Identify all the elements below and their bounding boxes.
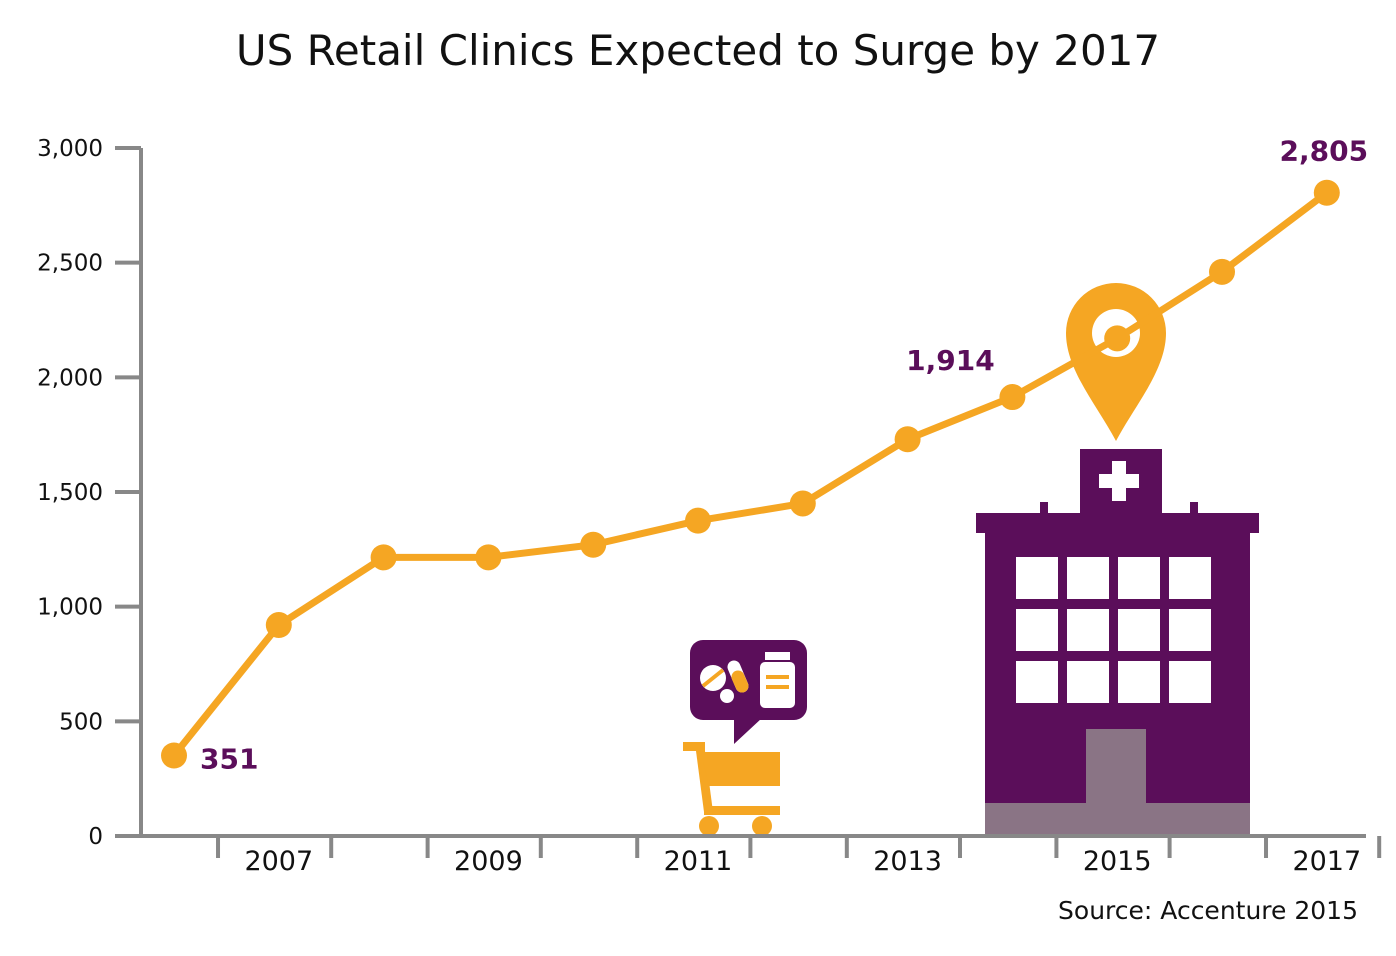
x-tick-label: 2011 (664, 846, 733, 877)
y-tick-label: 1,500 (37, 480, 103, 506)
data-labels: 351 1,914 2,805 (200, 135, 1368, 776)
data-point (475, 544, 502, 571)
data-point (894, 426, 921, 453)
y-tick-label: 0 (88, 824, 103, 850)
data-point (580, 531, 607, 558)
y-tick-label: 500 (59, 709, 103, 735)
data-label: 351 (200, 743, 258, 776)
x-tick-label: 2009 (454, 846, 523, 877)
series-line (170, 189, 1331, 760)
chart-title: US Retail Clinics Expected to Surge by 2… (235, 26, 1161, 75)
pill-speech-bubble-icon (690, 640, 807, 744)
data-point (265, 612, 292, 639)
y-ticks: 0 500 1,000 1,500 2,000 2,500 3,000 (37, 136, 141, 850)
data-point (1313, 179, 1340, 206)
x-ticks: 2007 2009 2011 2013 2015 2017 (216, 836, 1382, 877)
shopping-cart-icon (683, 742, 780, 836)
hospital-building-icon (976, 449, 1259, 835)
data-label: 2,805 (1280, 135, 1369, 168)
series-retail-clinics (161, 179, 1340, 769)
data-point (1209, 258, 1235, 285)
x-tick-label: 2017 (1292, 846, 1361, 877)
data-point (161, 742, 187, 769)
x-tick-label: 2015 (1083, 846, 1152, 877)
data-label: 1,914 (906, 344, 995, 377)
x-tick-label: 2007 (244, 846, 313, 877)
data-point (1104, 325, 1131, 352)
data-point (999, 384, 1026, 411)
data-point (789, 490, 816, 517)
data-point (370, 544, 397, 571)
data-point (685, 507, 711, 534)
y-tick-label: 1,000 (37, 595, 103, 621)
y-tick-label: 2,000 (37, 365, 103, 391)
source-note: Source: Accenture 2015 (1058, 896, 1358, 925)
y-tick-label: 2,500 (37, 251, 103, 277)
x-tick-label: 2013 (873, 846, 942, 877)
y-tick-label: 3,000 (37, 136, 103, 162)
